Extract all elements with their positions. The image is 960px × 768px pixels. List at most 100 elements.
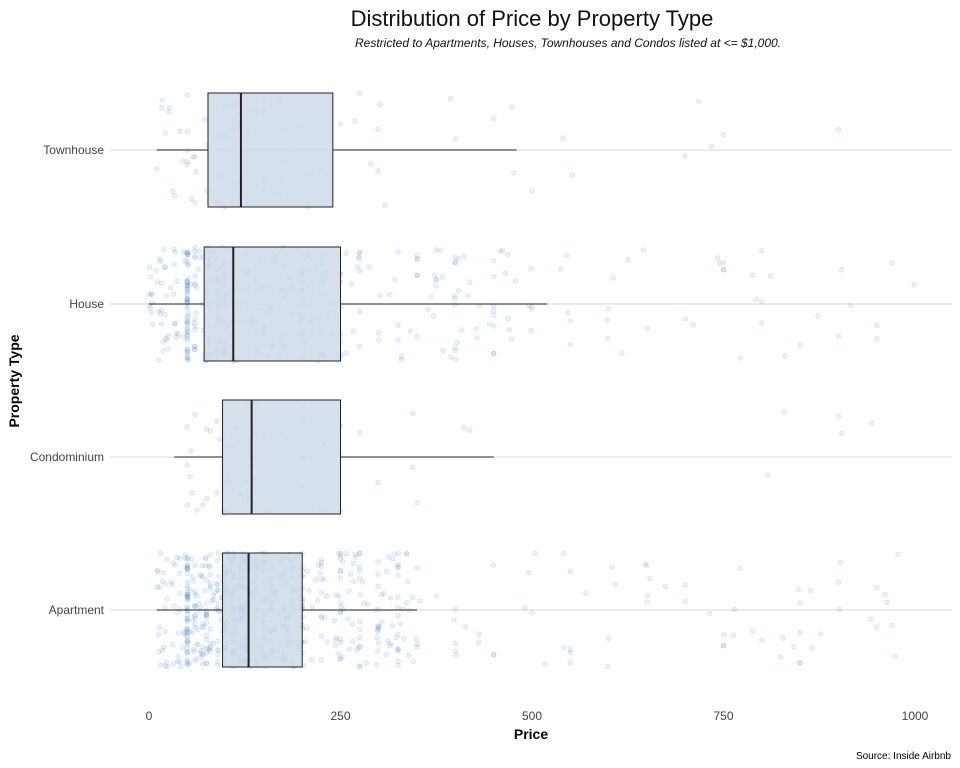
jitter-point (337, 655, 344, 662)
jitter-point (318, 614, 325, 621)
jitter-point (490, 562, 497, 568)
jitter-point (215, 638, 221, 644)
jitter-point (215, 557, 221, 564)
jitter-point (198, 654, 204, 661)
jitter-point (193, 169, 199, 175)
jitter-point (170, 661, 176, 667)
jitter-point (797, 660, 803, 666)
jitter-point (158, 280, 165, 286)
box-apartment (156, 552, 418, 668)
jitter-point (391, 551, 398, 557)
jitter-point (170, 560, 176, 566)
jitter-point (451, 344, 458, 351)
jitter-point (184, 619, 191, 625)
jitter-point (184, 424, 191, 430)
jitter-point (184, 280, 191, 286)
jitter-point (433, 277, 439, 283)
jitter-point (163, 335, 170, 342)
jitter-point (184, 296, 191, 302)
jitter-point (203, 636, 210, 643)
jitter-point (324, 593, 330, 599)
jitter-point (461, 425, 467, 431)
jitter-point (336, 593, 342, 599)
jitter-point (392, 276, 398, 282)
jitter-point (491, 350, 497, 356)
jitter-point (749, 272, 755, 279)
jitter-point (154, 568, 161, 574)
jitter-point (210, 592, 217, 599)
jitter-point (346, 588, 352, 594)
jitter-point (720, 267, 727, 273)
jitter-point (192, 612, 198, 618)
jitter-point (164, 556, 170, 563)
jitter-point (356, 564, 363, 570)
jitter-point (610, 275, 616, 281)
jitter-point (192, 282, 198, 288)
jitter-point (192, 281, 198, 287)
jitter-point (781, 409, 787, 415)
jitter-point (215, 659, 221, 665)
jitter-point (146, 291, 152, 298)
jitter-point (184, 564, 191, 571)
jitter-point (184, 349, 191, 355)
jitter-point (410, 658, 416, 665)
jitter-point (759, 299, 765, 305)
jitter-point (322, 614, 328, 621)
jitter-point (506, 327, 513, 333)
jitter-point (764, 472, 771, 478)
jitter-point (184, 595, 191, 601)
jitter-point (184, 320, 191, 327)
jitter-point (867, 616, 874, 622)
jitter-point (467, 427, 473, 433)
jitter-point (347, 571, 354, 577)
jitter-point (354, 264, 360, 270)
jitter-point (395, 645, 401, 652)
jitter-point (197, 248, 203, 255)
jitter-point (184, 632, 191, 638)
jitter-point (528, 327, 534, 334)
jitter-point (215, 600, 221, 606)
jitter-point (191, 346, 197, 352)
jitter-point (528, 266, 534, 272)
jitter-point (317, 570, 323, 576)
jitter-point (817, 631, 824, 637)
jitter-point (356, 343, 363, 350)
jitter-point (868, 420, 875, 426)
jitter-point (567, 649, 573, 655)
jitter-point (185, 595, 192, 601)
jitter-point (168, 579, 175, 585)
jitter-point (197, 255, 203, 261)
jitter-point (154, 279, 161, 285)
jitter-point (837, 559, 844, 566)
jitter-point (184, 566, 191, 572)
jitter-point (356, 619, 363, 625)
jitter-point (192, 244, 198, 251)
jitter-point (397, 621, 404, 627)
jitter-point (414, 641, 420, 647)
jitter-point (213, 580, 220, 587)
jitter-point (708, 143, 715, 150)
jitter-point (184, 351, 191, 358)
jitter-point (315, 562, 322, 568)
jitter-point (410, 410, 416, 417)
jitter-point (180, 334, 186, 340)
jitter-point (343, 350, 349, 356)
x-tick-500: 500 (522, 709, 542, 723)
jitter-point (410, 464, 416, 470)
jitter-point (381, 590, 387, 597)
jitter-point (682, 316, 688, 322)
jitter-point (356, 90, 363, 97)
jitter-point (207, 585, 214, 592)
jitter-point (186, 660, 193, 667)
jitter-point (413, 636, 420, 642)
jitter-point (177, 590, 183, 597)
jitter-point (647, 575, 653, 582)
jitter-point (204, 495, 210, 502)
jitter-point (451, 293, 458, 299)
jitter-point (191, 320, 198, 326)
jitter-point (171, 261, 177, 267)
jitter-point (337, 121, 344, 127)
jitter-point (384, 638, 391, 644)
jitter-point (184, 355, 191, 361)
